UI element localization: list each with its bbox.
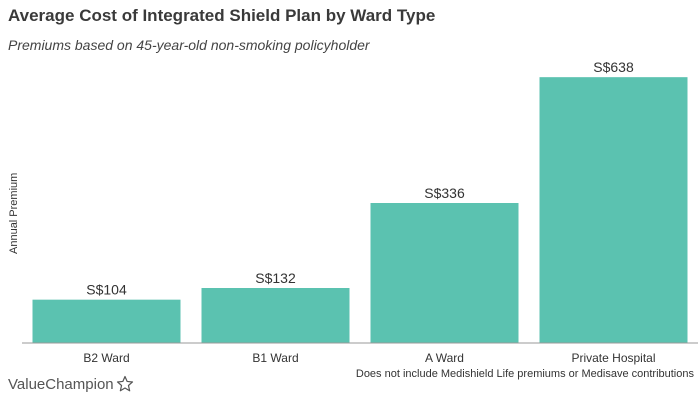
brand-name: ValueChampion bbox=[8, 375, 114, 393]
x-tick-label: B2 Ward bbox=[83, 351, 129, 365]
bar-value-label: S$638 bbox=[593, 59, 634, 75]
star-outline-icon bbox=[116, 375, 133, 392]
bar-value-label: S$104 bbox=[86, 282, 127, 298]
chart-title: Average Cost of Integrated Shield Plan b… bbox=[8, 6, 436, 25]
chart-subtitle: Premiums based on 45-year-old non-smokin… bbox=[8, 37, 370, 53]
bar-value-label: S$132 bbox=[255, 270, 296, 286]
x-tick-label: B1 Ward bbox=[252, 351, 298, 365]
y-axis-label: Annual Premium bbox=[8, 172, 20, 254]
bar bbox=[370, 203, 519, 343]
x-tick-label: Private Hospital bbox=[571, 351, 655, 365]
bar bbox=[201, 288, 350, 343]
bar-value-label: S$336 bbox=[424, 185, 465, 201]
brand-logo: ValueChampion bbox=[8, 375, 134, 393]
bar bbox=[539, 77, 688, 344]
x-tick-label: A Ward bbox=[425, 351, 464, 365]
footnote: Does not include Medishield Life premium… bbox=[355, 368, 694, 380]
bar bbox=[32, 299, 181, 343]
